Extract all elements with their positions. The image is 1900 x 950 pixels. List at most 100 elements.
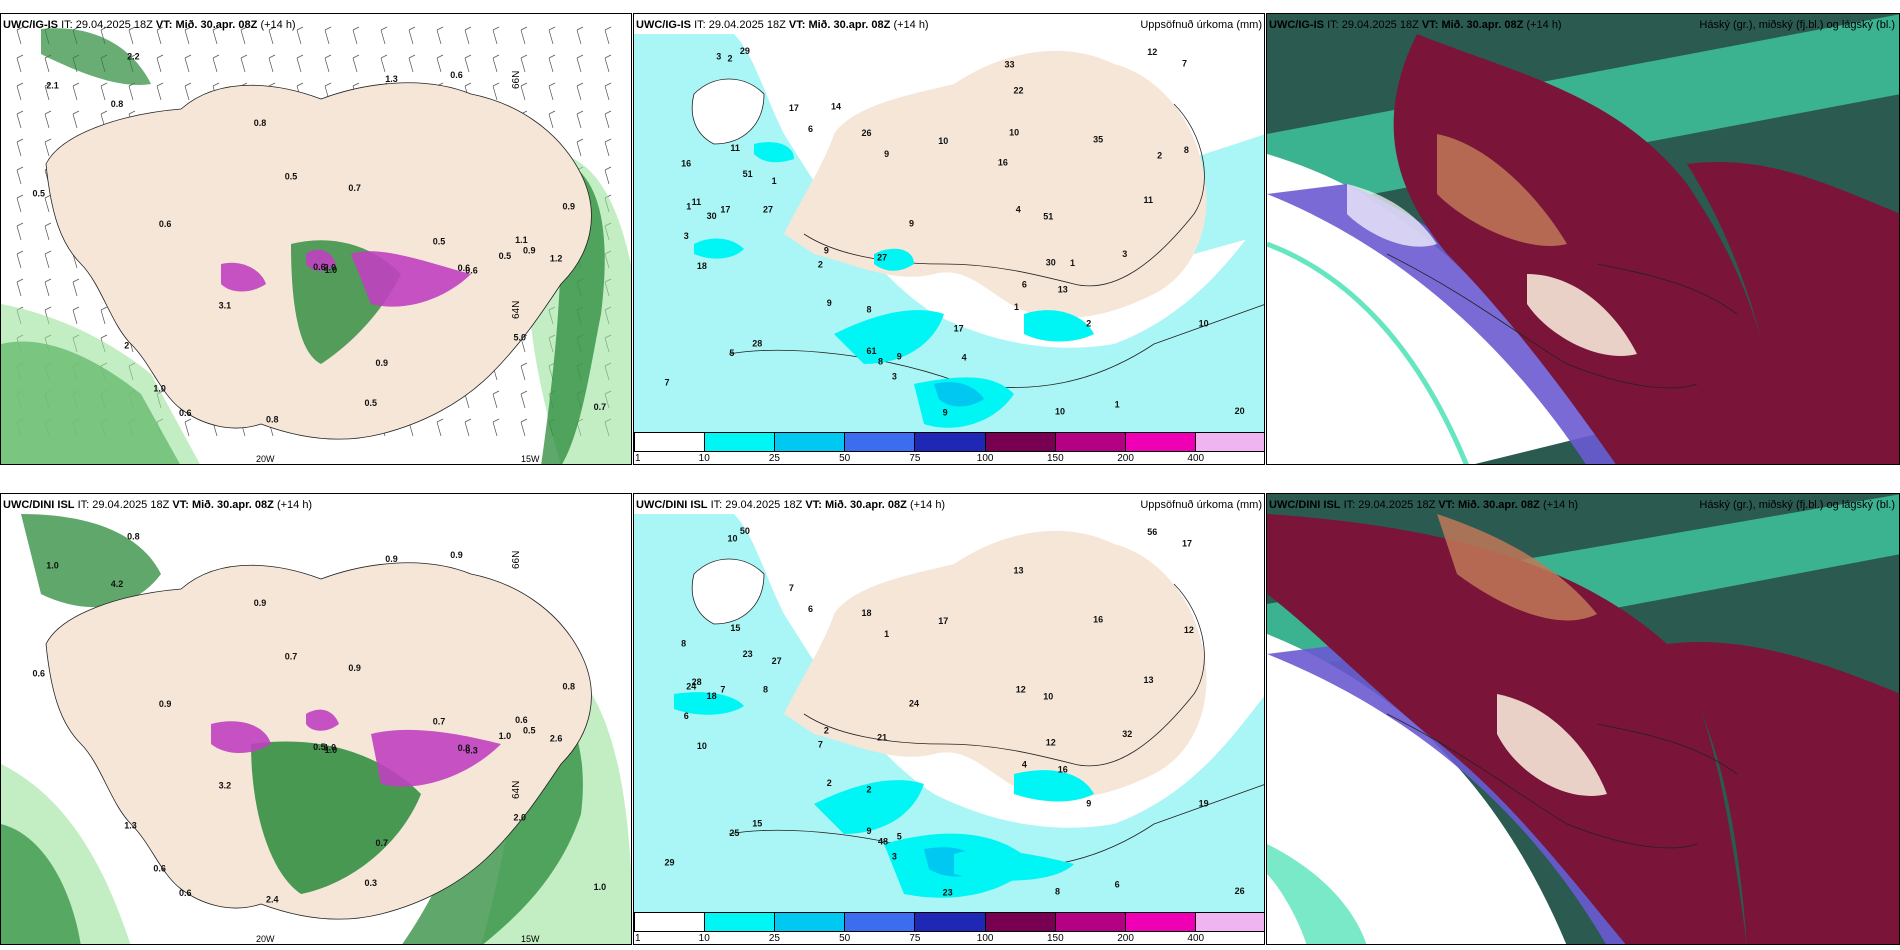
snow-value-label: 0.9 [450,550,463,560]
snow-value-label: 0.9 [523,246,536,256]
snow-value-label: 1.0 [324,743,337,753]
snow-value-label: 1.0 [46,561,59,571]
wind-barb-icon [72,306,80,325]
colorbar-swatch [705,913,776,931]
snow-value-label: 0.7 [594,402,607,412]
precip-value-label: 1 [772,176,777,186]
wind-barb-icon [380,54,388,73]
wind-barb-icon [16,250,24,269]
precip-value-label: 56 [1147,527,1157,537]
precip-value-label: 26 [862,128,872,138]
snow-value-label: 0.6 [458,263,471,273]
wind-barb-icon [296,26,304,45]
snow-value-label: 0.6 [179,408,192,418]
wind-barb-icon [156,54,164,73]
wind-barb-icon [604,26,612,45]
wind-barb-icon [492,26,500,45]
svg-text:66N: 66N [511,551,522,569]
snow-value-label: 0.7 [348,183,361,193]
precip-value-label: 8 [681,639,686,649]
precip-value-label: 15 [730,623,740,633]
snow-value-label: 1.0 [499,731,512,741]
colorbar-label: 50 [839,453,851,464]
wind-barb-icon [184,418,192,437]
precip-value-label: 7 [665,378,670,388]
precip-value-label: 13 [1144,675,1154,685]
wind-barb-icon [44,250,52,269]
lon-label-20w-row2: 20W [256,934,275,944]
colorbar-labels-row2: 1 10 25 50 75 100 150 200 400 [634,933,1264,944]
wind-barb-icon [520,82,528,101]
colorbar-label: 200 [1117,453,1134,464]
precip-value-label: 4 [1022,760,1027,770]
snow-value-label: 0.3 [465,745,478,755]
colorbar-swatch [705,433,776,451]
precip-value-label: 30 [707,211,717,221]
precip-value-label: 7 [720,684,725,694]
wind-barb-icon [464,54,472,73]
precip-value-label: 17 [1182,539,1192,549]
wind-barb-icon [576,110,584,129]
precip-value-label: 51 [1043,211,1053,221]
snow-value-label: 0.6 [515,715,528,725]
colorbar-swatch [985,433,1056,451]
wind-barb-icon [268,54,276,73]
panel-precip-row2: 6 5 2 17 13 12 8 7 56 6 7 9 4 10 24 27 17 24 23 29 25 12 6 8 15 1… [633,493,1265,945]
precip-value-label: 11 [730,143,740,153]
precip-value-label: 1 [1014,302,1019,312]
wind-barb-icon [184,54,192,73]
snow-value-label: 0.6 [450,70,463,80]
precip-value-label: 2 [866,784,871,794]
precip-title-row1: Uppsöfnuð úrkoma (mm) [1140,19,1262,31]
snow-value-label: 3.1 [219,301,232,311]
wind-barb-icon [212,26,220,45]
colorbar-label: 10 [698,453,710,464]
wind-barb-icon [604,110,612,129]
precip-value-label: 17 [789,103,799,113]
precip-value-label: 16 [998,157,1008,167]
precip-value-label: 9 [909,218,914,228]
wind-barb-icon [492,418,500,437]
precip-value-label: 7 [818,740,823,750]
precip-value-label: 32 [1122,729,1132,739]
snow-value-label: 0.6 [179,888,192,898]
precip-value-label: 10 [1199,319,1209,329]
precip-value-label: 30 [1046,257,1056,267]
snow-value-label: 1.0 [325,265,338,275]
snow-value-label: 0.6 [159,219,172,229]
snow-value-label: 0.9 [562,201,575,211]
colorbar-swatch [845,913,916,931]
colorbar-label: 400 [1187,933,1205,944]
wind-barb-icon [576,82,584,101]
snow-value-label: 2.0 [513,813,526,823]
snow-value-label: 0.9 [375,358,388,368]
snow-value-label: 0.8 [562,681,575,691]
precip-value-label: 5 [729,348,734,358]
wind-barb-icon [436,418,444,437]
precip-value-label: 21 [877,733,887,743]
snow-value-label: 0.3 [365,878,378,888]
colorbar-label: 10 [698,933,710,944]
wind-barb-icon [464,26,472,45]
wind-barb-icon [44,278,52,297]
header-precip-row1: UWC/IG-IS IT: 29.04.2025 18Z VT: Mið. 30… [636,19,929,31]
wind-barb-icon [520,54,528,73]
precip-value-label: 29 [740,46,750,56]
wind-barb-icon [156,26,164,45]
precip-value-label: 4 [962,353,967,363]
precip-value-label: 9 [943,407,948,417]
colorbar-row2 [634,912,1264,932]
precip-value-label: 3 [1122,249,1127,259]
wind-barb-icon [464,418,472,437]
colorbar-swatch [1195,433,1264,451]
wind-barb-icon [548,26,556,45]
precip-value-label: 8 [878,357,883,367]
precip-value-label: 23 [743,649,753,659]
precip-value-label: 35 [1093,135,1103,145]
colorbar-swatch [1055,433,1126,451]
snow-value-label: 0.5 [33,188,46,198]
precip-value-label: 25 [729,828,739,838]
snow-value-label: 0.7 [285,652,298,662]
wind-barb-icon [100,306,108,325]
colorbar-swatch [1195,913,1264,931]
